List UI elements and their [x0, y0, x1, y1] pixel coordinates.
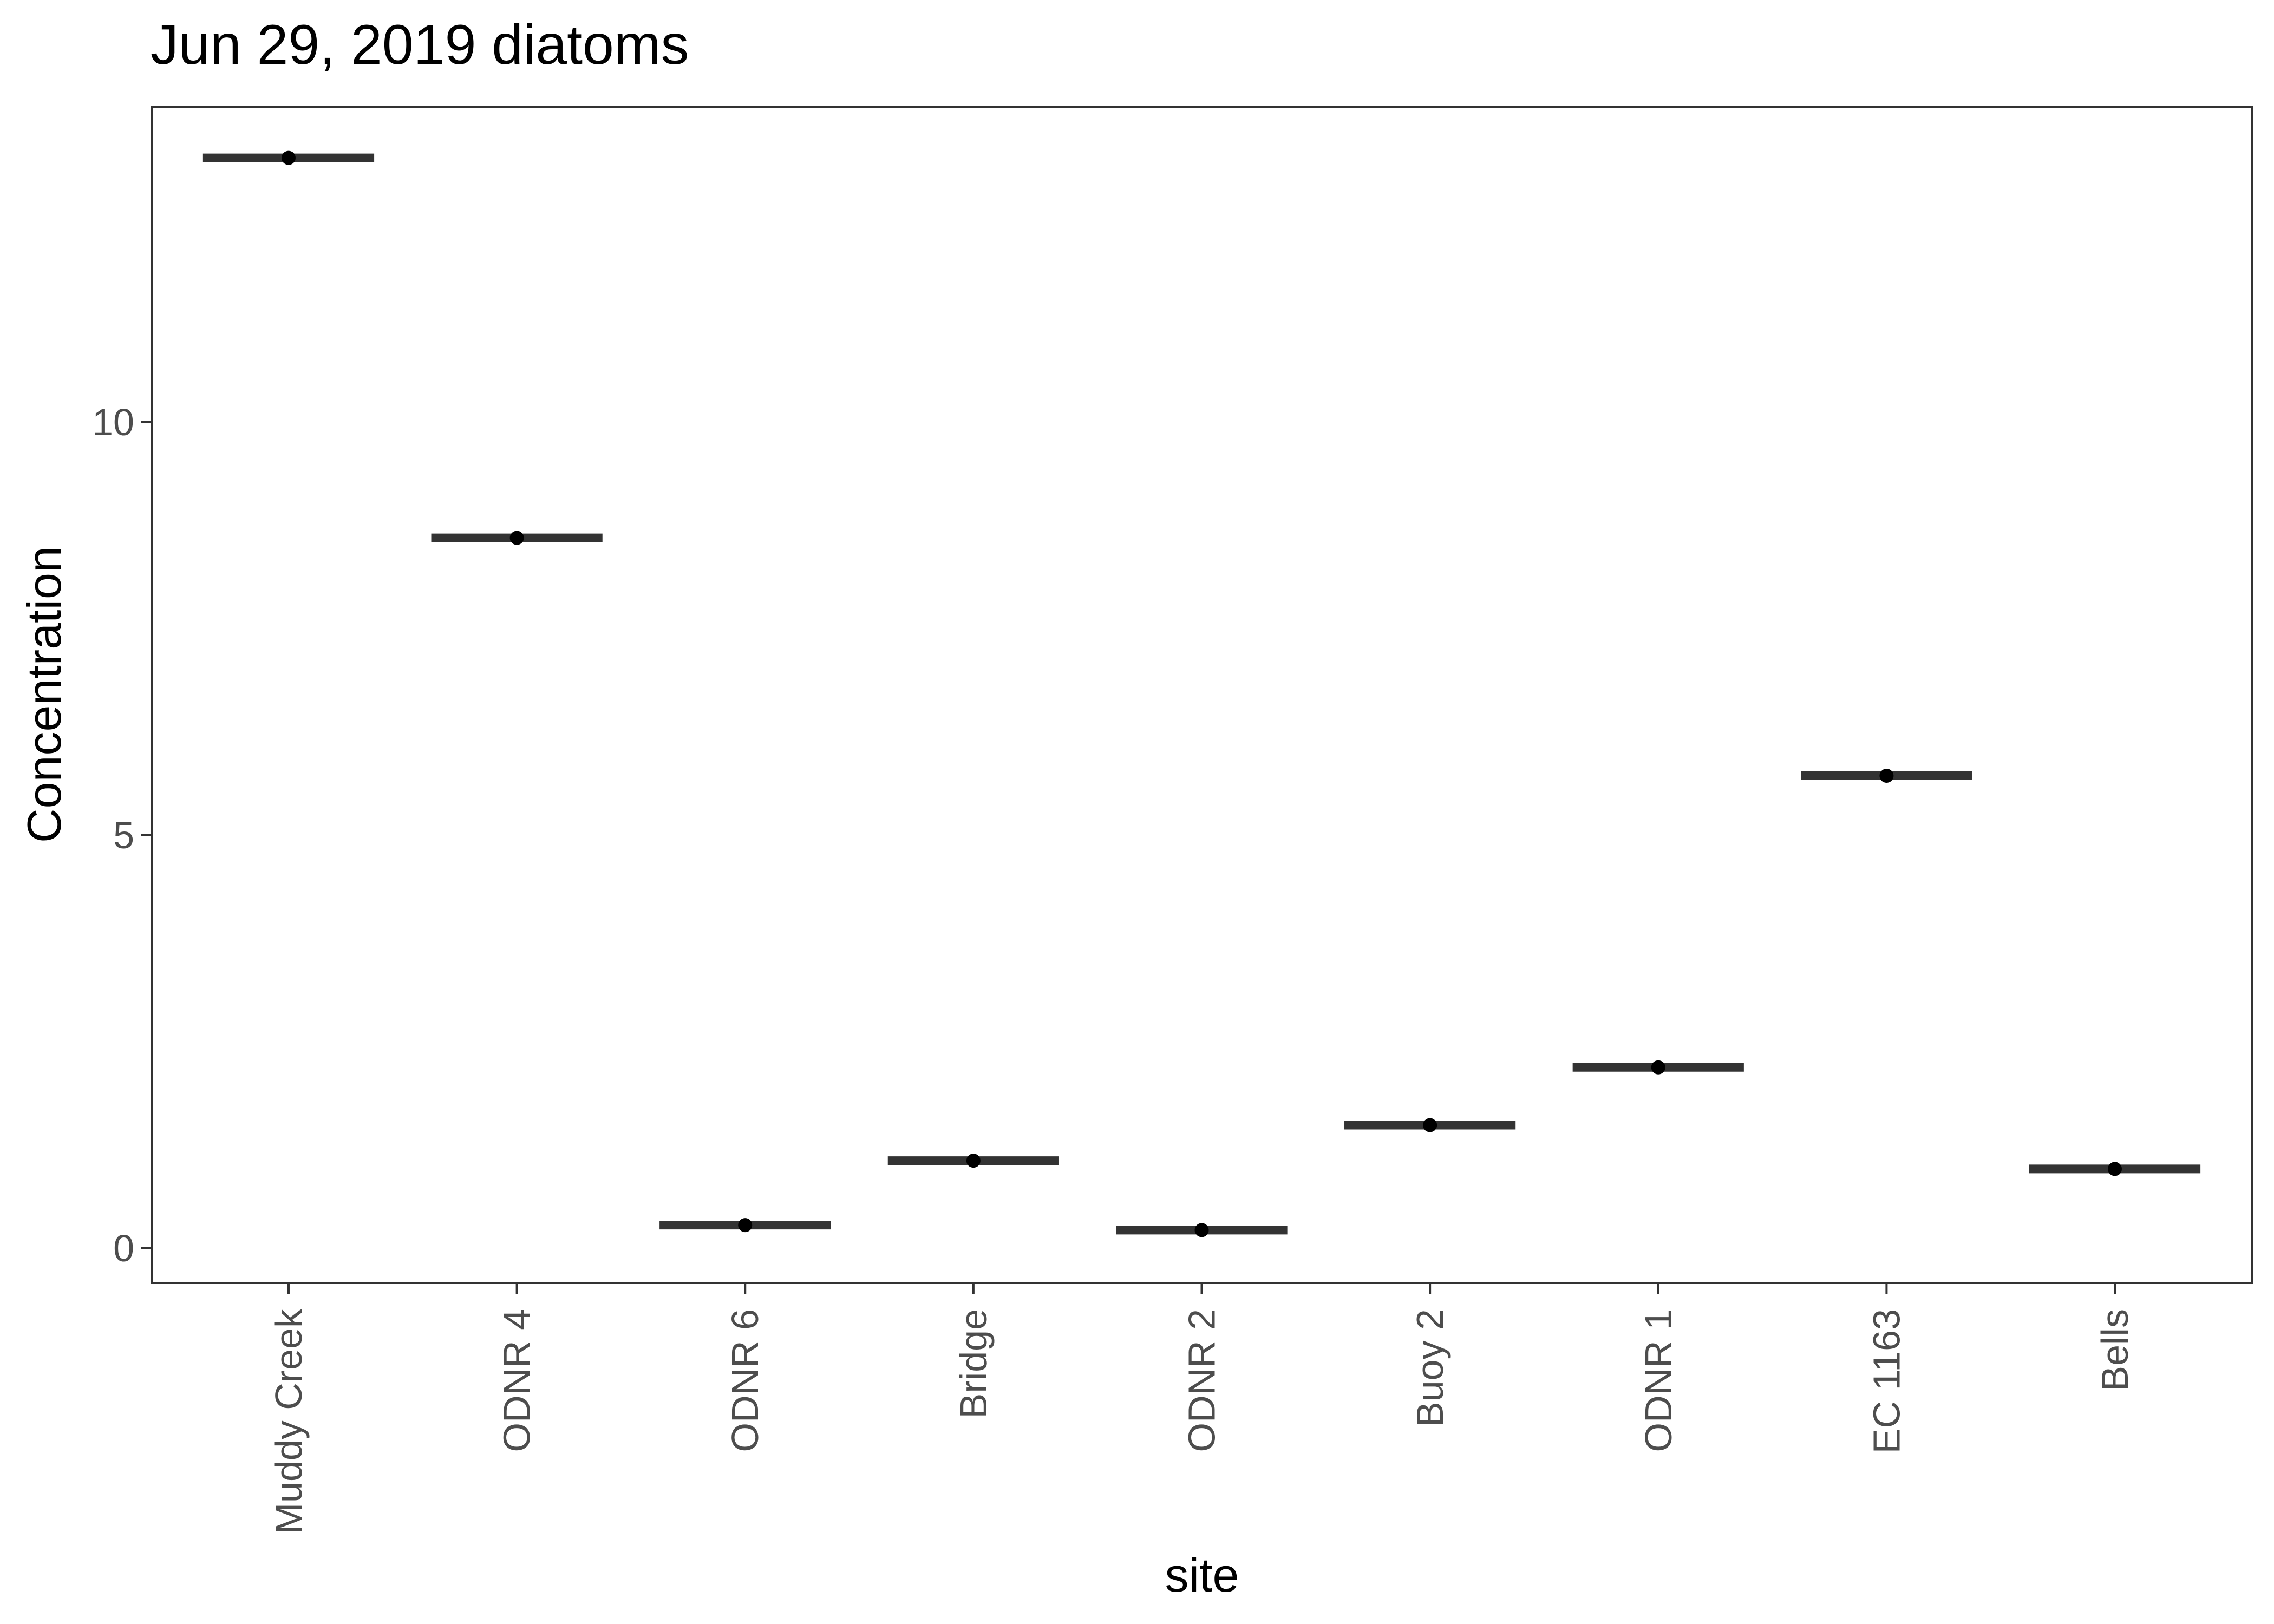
y-tick-label: 10	[92, 401, 134, 443]
data-point	[738, 1218, 753, 1233]
x-tick-label: ODNR 4	[496, 1309, 538, 1452]
x-tick-label: Bridge	[952, 1309, 995, 1418]
x-tick-label: ODNR 6	[724, 1309, 766, 1452]
data-marks	[202, 150, 2201, 1237]
y-axis: 0 5 10	[92, 401, 152, 1269]
data-point	[966, 1154, 981, 1168]
y-tick-label: 5	[113, 814, 134, 856]
data-point	[1423, 1118, 1437, 1132]
data-point	[281, 150, 296, 165]
data-point	[1194, 1223, 1209, 1237]
x-tick-label: ODNR 2	[1181, 1309, 1223, 1452]
data-point	[2108, 1162, 2122, 1176]
data-point	[509, 531, 524, 545]
x-tick-label: Buoy 2	[1409, 1309, 1451, 1427]
x-axis: Muddy Creek ODNR 4 ODNR 6 Bridge ODNR 2 Buoy …	[267, 1283, 2136, 1534]
chart-title: Jun 29, 2019 diatoms	[151, 14, 689, 76]
x-tick-label: Muddy Creek	[267, 1308, 310, 1534]
x-tick-label: EC 1163	[1865, 1309, 1907, 1453]
x-tick-label: ODNR 1	[1637, 1309, 1680, 1452]
y-tick-label: 0	[113, 1227, 134, 1269]
data-point	[1651, 1060, 1665, 1075]
y-axis-title: Concentration	[17, 546, 71, 843]
data-point	[1879, 769, 1894, 783]
x-axis-title: site	[1165, 1548, 1239, 1602]
x-tick-label: Bells	[2094, 1309, 2136, 1391]
plot-panel	[151, 106, 2253, 1284]
